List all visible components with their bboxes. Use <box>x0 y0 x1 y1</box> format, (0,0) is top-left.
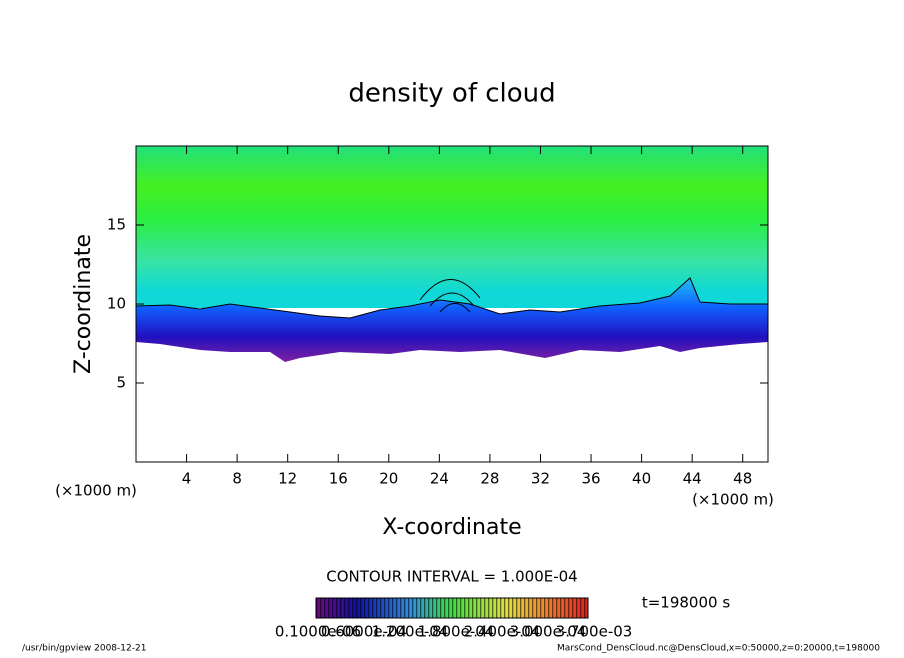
x-tick-label: 8 <box>232 470 242 488</box>
y-tick-label: 15 <box>107 216 126 234</box>
x-tick-label: 48 <box>733 470 752 488</box>
colorbar-label: 2.400e-04 <box>464 623 541 641</box>
contour-interval: CONTOUR INTERVAL = 1.000E-04 <box>326 568 577 586</box>
x-unit: (×1000 m) <box>55 482 137 500</box>
x-tick-label: 36 <box>581 470 600 488</box>
x-tick-label: 16 <box>329 470 348 488</box>
colorbar-label: 1.800e-04 <box>418 623 495 641</box>
x-tick-label: 24 <box>430 470 449 488</box>
x-tick-label: 32 <box>531 470 550 488</box>
colorbar-labels: 0.1000e-060.6000e-041.200e-041.800e-042.… <box>275 623 632 641</box>
y-tick-label: 5 <box>116 374 126 392</box>
footer-right: MarsCond_DensCloud.nc@DensCloud,x=0:5000… <box>557 644 880 654</box>
x-tick-label: 28 <box>480 470 499 488</box>
colorbar-label: 3.000e-04 <box>510 623 587 641</box>
colorbar-frame <box>315 597 589 619</box>
chart-title: density of cloud <box>348 79 555 109</box>
y-axis-label: Z-coordinate <box>71 234 96 374</box>
x-tick-label: 12 <box>278 470 297 488</box>
colorbar-label: 0.6000e-04 <box>321 623 407 641</box>
colorbar-label: 1.200e-04 <box>372 623 449 641</box>
x-tick-label: 44 <box>683 470 702 488</box>
colorbar-label: 0.1000e-06 <box>275 623 361 641</box>
footer-left: /usr/bin/gpview 2008-12-21 <box>22 644 146 654</box>
colorbar-label: 3.700e-03 <box>556 623 633 641</box>
x-unit: (×1000 m) <box>692 491 774 509</box>
y-tick-label: 10 <box>107 295 126 313</box>
x-tick-label: 4 <box>182 470 192 488</box>
x-axis-label: X-coordinate <box>382 515 521 540</box>
time-label: t=198000 s <box>642 594 730 612</box>
x-tick-label: 20 <box>379 470 398 488</box>
x-tick-label: 40 <box>632 470 651 488</box>
field <box>135 146 768 362</box>
